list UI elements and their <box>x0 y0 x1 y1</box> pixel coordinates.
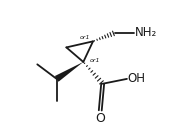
Text: or1: or1 <box>80 35 91 40</box>
Text: or1: or1 <box>89 58 100 63</box>
Text: OH: OH <box>128 72 145 85</box>
Polygon shape <box>55 62 83 82</box>
Text: NH₂: NH₂ <box>135 26 157 39</box>
Text: O: O <box>95 112 105 125</box>
